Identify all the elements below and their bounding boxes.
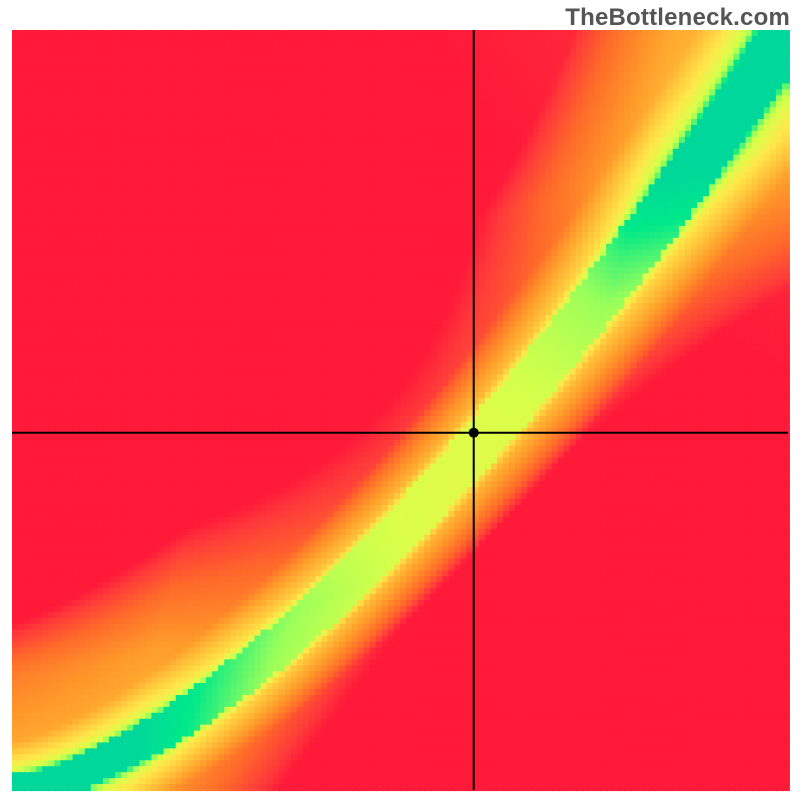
bottleneck-heatmap <box>0 0 800 800</box>
watermark-text: TheBottleneck.com <box>565 4 790 32</box>
